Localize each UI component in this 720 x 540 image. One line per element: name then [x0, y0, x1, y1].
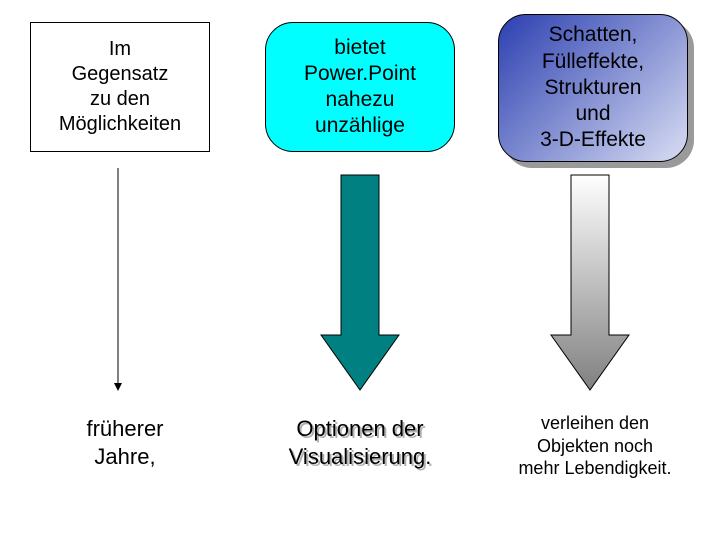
box-powerpoint: bietetPower.Pointnahezuunzählige [265, 22, 455, 152]
caption-earlier-years-text: frühererJahre, [86, 416, 163, 469]
arrow-block-teal [321, 175, 399, 390]
arrow-block-gradient [551, 175, 629, 390]
caption-visualization-options-text: Optionen derVisualisierung. [289, 416, 432, 469]
diagram-stage: ImGegensatzzu denMöglichkeiten bietetPow… [0, 0, 720, 540]
box-contrast-text: ImGegensatzzu denMöglichkeiten [59, 37, 181, 137]
box-contrast: ImGegensatzzu denMöglichkeiten [30, 22, 210, 152]
arrow-thin [114, 168, 122, 391]
box-powerpoint-text: bietetPower.Pointnahezuunzählige [304, 35, 416, 140]
box-effects: Schatten,Fülleffekte,Strukturenund3-D-Ef… [498, 14, 688, 162]
caption-visualization-options: Optionen derVisualisierung. [255, 415, 465, 470]
box-effects-text: Schatten,Fülleffekte,Strukturenund3-D-Ef… [540, 22, 646, 153]
caption-liveliness: verleihen denObjekten nochmehr Lebendigk… [490, 412, 700, 480]
caption-liveliness-text: verleihen denObjekten nochmehr Lebendigk… [518, 413, 671, 478]
caption-earlier-years: frühererJahre, [40, 415, 210, 470]
